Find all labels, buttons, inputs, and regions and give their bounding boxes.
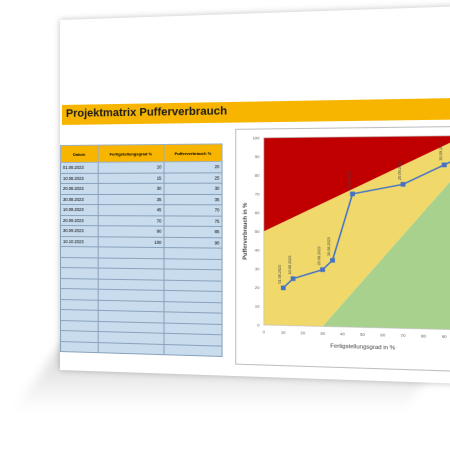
cell-datum[interactable]: 10.08.2023 [60, 173, 97, 184]
data-label: 20.09.2023 [397, 161, 402, 180]
table-row: 01.08.2023 10 20 [60, 161, 222, 173]
cell-pufferverbrauch[interactable]: 70 [164, 205, 222, 216]
page-title: Projektmatrix Pufferverbrauch [66, 105, 227, 120]
cell-datum[interactable]: 30.08.2023 [60, 194, 97, 205]
cell-datum[interactable]: 30.09.2023 [60, 226, 97, 237]
data-label: 10.09.2023 [347, 171, 351, 190]
x-tick-label: 0 [263, 329, 266, 334]
data-label: 20.08.2023 [317, 246, 321, 265]
cell-fertigstellungsgrad[interactable]: 100 [98, 236, 164, 247]
empty-cell[interactable] [98, 247, 164, 258]
data-point [281, 286, 286, 291]
cell-pufferverbrauch[interactable]: 75 [164, 215, 222, 226]
data-label: 01.08.2023 [278, 265, 282, 284]
empty-cell[interactable] [60, 278, 97, 289]
y-tick-label: 30 [255, 266, 261, 271]
y-tick-label: 100 [252, 135, 260, 140]
cell-pufferverbrauch[interactable]: 30 [164, 183, 222, 194]
cell-pufferverbrauch[interactable]: 25 [164, 172, 222, 183]
cell-datum[interactable]: 20.08.2023 [60, 183, 97, 194]
table-header-row: Datum Fertigstellungsgrad % Pufferverbra… [60, 144, 222, 163]
header-pufferverbrauch: Pufferverbrauch % [164, 144, 222, 162]
cell-fertigstellungsgrad[interactable]: 30 [98, 183, 164, 194]
empty-cell[interactable] [98, 342, 164, 355]
cell-pufferverbrauch[interactable]: 20 [164, 161, 222, 172]
data-label: 30.09.2023 [438, 141, 443, 160]
x-tick-label: 70 [401, 333, 407, 339]
cell-pufferverbrauch[interactable]: 35 [164, 194, 222, 205]
empty-cell[interactable] [60, 257, 97, 268]
cell-datum[interactable]: 20.09.2023 [60, 215, 97, 226]
cell-fertigstellungsgrad[interactable]: 70 [98, 215, 164, 226]
cell-datum[interactable]: 10.10.2023 [60, 236, 97, 247]
x-tick-label: 10 [281, 330, 287, 335]
empty-cell[interactable] [164, 248, 222, 259]
cell-pufferverbrauch[interactable]: 85 [164, 226, 222, 237]
table-row: 10.09.2023 45 70 [60, 205, 222, 216]
x-tick-label: 30 [320, 331, 326, 336]
chart-svg: 0 10 20 30 40 50 60 70 80 90 100 0 10 20 30 40 50 60 70 80 9… [236, 127, 450, 371]
x-axis-label: Fertigstellungsgrad in % [330, 343, 395, 351]
y-axis-label: Pufferverbrauch in % [243, 203, 249, 260]
x-tick-label: 80 [421, 333, 427, 339]
data-point [330, 258, 335, 263]
cell-fertigstellungsgrad[interactable]: 45 [98, 205, 164, 216]
title-banner: Projektmatrix Pufferverbrauch [62, 98, 450, 125]
y-tick-label: 50 [255, 229, 261, 234]
empty-cell[interactable] [164, 344, 222, 356]
x-tick-label: 60 [380, 332, 386, 338]
data-point [442, 163, 447, 168]
data-point [291, 276, 296, 281]
empty-cell[interactable] [60, 341, 97, 353]
empty-cell[interactable] [60, 289, 97, 300]
header-fertigstellungsgrad: Fertigstellungsgrad % [98, 144, 164, 162]
y-tick-label: 10 [255, 303, 261, 308]
data-label: 30.08.2023 [327, 237, 331, 256]
header-datum: Datum [60, 145, 97, 162]
x-tick-label: 50 [360, 332, 366, 337]
x-tick-label: 90 [442, 334, 448, 340]
cell-fertigstellungsgrad[interactable]: 10 [98, 162, 164, 173]
empty-cell[interactable] [60, 268, 97, 279]
cell-datum[interactable]: 10.09.2023 [60, 205, 97, 216]
y-tick-label: 20 [255, 285, 261, 290]
x-tick-label: 20 [300, 330, 306, 335]
data-point [320, 267, 325, 272]
y-tick-label: 80 [255, 173, 261, 178]
cell-datum[interactable]: 01.08.2023 [60, 162, 97, 173]
cell-fertigstellungsgrad[interactable]: 15 [98, 173, 164, 184]
chart-area: 0 10 20 30 40 50 60 70 80 90 100 0 10 20 30 40 50 60 70 80 9… [235, 126, 450, 372]
table-row: 30.08.2023 35 35 [60, 194, 222, 205]
empty-cell[interactable] [60, 247, 97, 258]
y-tick-label: 0 [257, 322, 260, 327]
y-tick-label: 60 [255, 210, 261, 215]
y-tick-label: 40 [255, 247, 261, 252]
y-tick-label: 90 [255, 154, 261, 159]
empty-cell[interactable] [164, 258, 222, 270]
cell-fertigstellungsgrad[interactable]: 35 [98, 194, 164, 205]
cell-fertigstellungsgrad[interactable]: 90 [98, 226, 164, 237]
spreadsheet-page: Projektmatrix Pufferverbrauch Datum Fert… [60, 6, 450, 384]
data-label: 10.08.2023 [288, 256, 292, 275]
data-point [401, 182, 406, 187]
x-tick-label: 40 [340, 331, 346, 336]
table-row: 10.08.2023 15 25 [60, 172, 222, 183]
table-row: 20.08.2023 30 30 [60, 183, 222, 194]
data-point [350, 192, 355, 197]
y-tick-label: 70 [255, 191, 261, 196]
data-table: Datum Fertigstellungsgrad % Pufferverbra… [60, 143, 223, 357]
cell-pufferverbrauch[interactable]: 90 [164, 237, 222, 248]
